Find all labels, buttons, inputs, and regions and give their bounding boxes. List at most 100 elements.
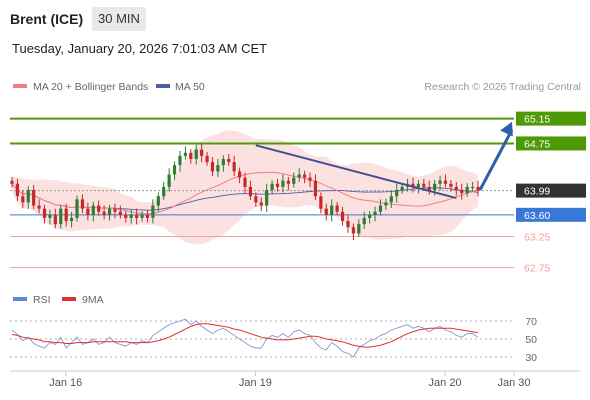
candle-body-77 xyxy=(427,186,431,190)
candle-body-30 xyxy=(172,165,177,175)
candle-body-70 xyxy=(389,196,393,203)
candle-body-17 xyxy=(102,211,106,215)
candle-body-2 xyxy=(21,196,25,203)
time-axis: Jan 16 Jan 19 Jan 20 Jan 30 xyxy=(10,370,580,389)
candle-body-55 xyxy=(308,177,312,181)
candle-body-28 xyxy=(162,186,166,197)
candle-body-29 xyxy=(167,174,171,187)
candle-body-41 xyxy=(232,162,236,172)
timeframe-badge[interactable]: 30 MIN xyxy=(92,7,146,31)
ma20-legend-label: MA 20 + Bollinger Bands xyxy=(33,81,148,93)
candle-body-57 xyxy=(319,196,323,209)
x-tick-label-1: Jan 19 xyxy=(239,377,272,389)
candle-body-24 xyxy=(140,214,144,218)
candle-body-40 xyxy=(227,158,231,163)
candle-body-0 xyxy=(10,180,14,184)
candle-body-58 xyxy=(324,208,328,215)
rsi-legend-label: RSI xyxy=(33,294,51,306)
candle-body-27 xyxy=(156,196,160,206)
price-legend: MA 20 + Bollinger Bands MA 50 Research ©… xyxy=(13,81,581,93)
candle-body-86 xyxy=(476,186,480,191)
x-tick-label-2: Jan 20 xyxy=(429,377,462,389)
candle-body-44 xyxy=(248,186,253,197)
rsi-ma-legend-label: 9MA xyxy=(82,294,104,306)
candle-body-42 xyxy=(237,171,242,178)
candle-body-15 xyxy=(91,205,95,215)
candle-body-79 xyxy=(438,180,442,184)
candle-body-11 xyxy=(70,217,74,222)
candle-body-22 xyxy=(129,214,133,218)
x-tick-label-3: Jan 30 xyxy=(497,377,530,389)
level-label-4: 63.25 xyxy=(524,232,550,244)
candle-body-25 xyxy=(145,214,150,218)
rsi-tick-label-70: 70 xyxy=(525,316,537,328)
candle-body-35 xyxy=(200,149,204,156)
candle-body-9 xyxy=(59,208,63,225)
rsi-legend-swatch xyxy=(13,297,27,301)
candle-body-36 xyxy=(205,155,209,163)
candle-body-32 xyxy=(183,152,187,156)
candle-body-68 xyxy=(378,205,383,212)
candle-body-71 xyxy=(395,190,399,197)
candle-body-13 xyxy=(80,199,85,209)
candle-body-10 xyxy=(64,208,68,222)
candle-body-83 xyxy=(460,190,464,194)
candle-body-81 xyxy=(449,183,453,187)
candle-body-84 xyxy=(465,186,469,194)
instrument-title: Brent (ICE) xyxy=(4,7,90,31)
candle-body-6 xyxy=(42,208,47,218)
candle-body-26 xyxy=(151,205,155,218)
trend-line xyxy=(255,144,457,200)
candle-body-20 xyxy=(118,211,122,215)
rsi-ma-legend-swatch xyxy=(62,297,76,301)
candle-body-34 xyxy=(194,149,198,159)
candle-body-61 xyxy=(340,211,345,222)
candle-body-47 xyxy=(265,190,269,206)
candle-body-3 xyxy=(26,190,30,203)
candle-body-5 xyxy=(37,205,41,209)
price-level-labels: 65.15 64.75 63.99 63.60 63.25 62.75 xyxy=(516,111,586,275)
candle-body-74 xyxy=(411,183,415,187)
candle-body-19 xyxy=(113,208,117,212)
candle-body-50 xyxy=(281,180,285,187)
candle-body-82 xyxy=(454,186,458,190)
target-arrow-shaft xyxy=(478,129,514,191)
rsi-ma-line xyxy=(11,323,479,348)
candle-body-60 xyxy=(335,205,339,212)
candle-body-12 xyxy=(75,199,79,218)
candle-body-23 xyxy=(135,214,139,218)
candle-body-76 xyxy=(422,183,426,187)
level-label-bg-3 xyxy=(516,207,586,222)
candle-body-53 xyxy=(297,174,301,178)
candle-body-39 xyxy=(221,158,225,166)
chart-header: Brent (ICE) 30 MIN xyxy=(0,0,590,38)
candle-body-18 xyxy=(107,208,112,215)
candle-body-14 xyxy=(86,208,90,215)
level-label-5: 62.75 xyxy=(524,263,550,275)
level-label-3: 63.60 xyxy=(524,210,550,222)
level-label-bg-2 xyxy=(516,183,586,198)
candle-body-21 xyxy=(124,214,128,218)
timestamp-label: Tuesday, January 20, 2026 7:01:03 AM CET xyxy=(12,41,268,56)
rsi-line xyxy=(11,318,479,358)
ma50-legend-label: MA 50 xyxy=(175,81,205,93)
candle-body-67 xyxy=(373,211,377,215)
candle-body-63 xyxy=(351,227,355,234)
level-label-bg-0 xyxy=(516,111,586,126)
price-plot xyxy=(10,117,514,269)
candle-body-78 xyxy=(433,183,437,190)
rsi-legend: RSI 9MA xyxy=(13,294,104,306)
candle-body-46 xyxy=(259,202,263,206)
x-tick-label-0: Jan 16 xyxy=(49,377,82,389)
candle-body-52 xyxy=(292,177,296,184)
candle-body-56 xyxy=(313,180,318,197)
candle-body-66 xyxy=(368,214,372,218)
candle-body-80 xyxy=(443,180,448,184)
level-label-0: 65.15 xyxy=(524,114,550,126)
candle-body-75 xyxy=(416,183,420,187)
candle-body-37 xyxy=(210,162,215,172)
ma50-legend-swatch xyxy=(156,84,170,88)
candle-body-85 xyxy=(470,186,475,188)
